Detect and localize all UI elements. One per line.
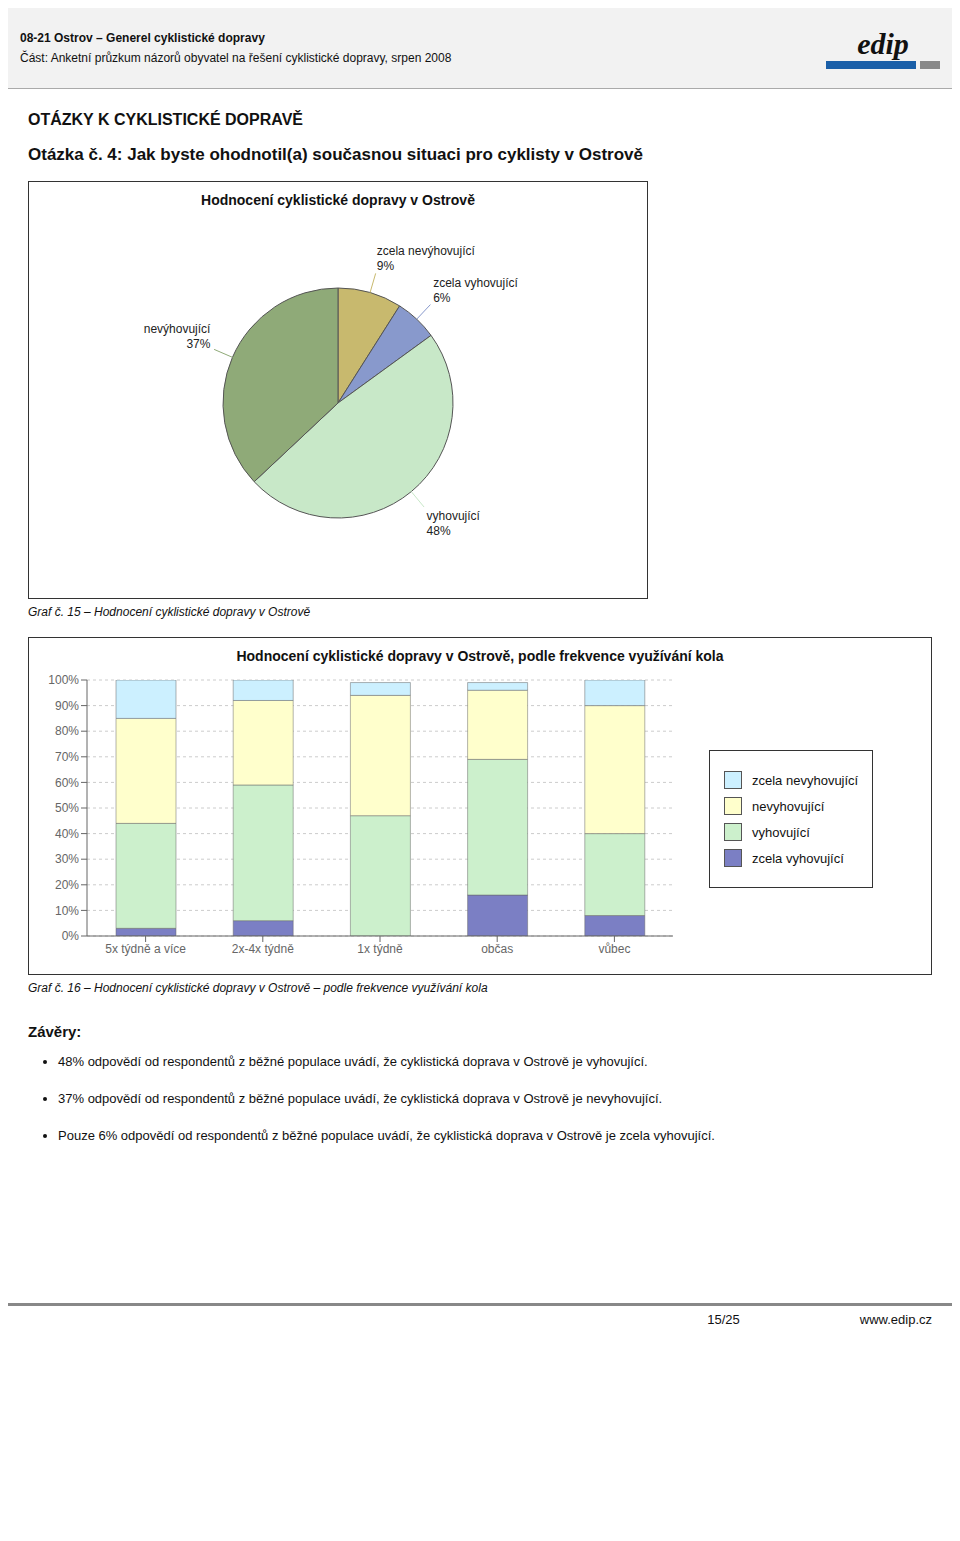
svg-text:70%: 70% <box>55 750 79 764</box>
svg-text:30%: 30% <box>55 852 79 866</box>
svg-text:60%: 60% <box>55 776 79 790</box>
html-text:nevyhovující: nevyhovující <box>752 798 825 814</box>
html-text:Graf č. 15 – Hodnocení cyklist: Graf č. 15 – Hodnocení cyklistické dopra… <box>28 605 311 619</box>
svg-text:vůbec: vůbec <box>598 942 630 956</box>
html-text:Hodnocení cyklistické dopravy: Hodnocení cyklistické dopravy v Ostrově <box>201 192 475 208</box>
html-text:Otázka č. 4: Jak byste ohodnot: Otázka č. 4: Jak byste ohodnotil(a) souč… <box>28 145 643 164</box>
html-text:zcela vyhovující: zcela vyhovující <box>752 850 844 866</box>
svg-text:90%: 90% <box>55 699 79 713</box>
svg-text:nevýhovující37%: nevýhovující37% <box>144 322 211 351</box>
svg-text:vyhovující48%: vyhovující48% <box>427 509 481 538</box>
svg-text:80%: 80% <box>55 724 79 738</box>
svg-text:100%: 100% <box>48 673 79 687</box>
html-text:www.edip.cz: www.edip.cz <box>859 1312 932 1327</box>
html-text:08-21 Ostrov – Generel cyklist: 08-21 Ostrov – Generel cyklistické dopra… <box>20 31 265 45</box>
svg-text:5x týdně a více: 5x týdně a více <box>105 942 186 956</box>
html-text:37% odpovědí od respondentů z: 37% odpovědí od respondentů z běžné popu… <box>58 1091 663 1106</box>
html-text:Pouze 6% odpovědí od responden: Pouze 6% odpovědí od respondentů z běžné… <box>58 1128 715 1143</box>
html-text:zcela nevyhovující: zcela nevyhovující <box>752 772 859 788</box>
svg-text:20%: 20% <box>55 878 79 892</box>
html-text:Graf č. 16 – Hodnocení cyklist: Graf č. 16 – Hodnocení cyklistické dopra… <box>28 981 488 995</box>
html-text:vyhovující: vyhovující <box>752 824 810 840</box>
svg-text:0%: 0% <box>62 929 80 943</box>
html-text:15/25: 15/25 <box>707 1312 740 1327</box>
svg-text:10%: 10% <box>55 904 79 918</box>
svg-text:zcela nevýhovující9%: zcela nevýhovující9% <box>377 244 476 273</box>
svg-text:1x týdně: 1x týdně <box>357 942 403 956</box>
svg-text:50%: 50% <box>55 801 79 815</box>
svg-text:občas: občas <box>481 942 513 956</box>
html-text:edip: edip <box>857 27 909 60</box>
svg-text:40%: 40% <box>55 827 79 841</box>
svg-text:zcela vyhovující6%: zcela vyhovující6% <box>433 276 518 305</box>
html-text:Hodnocení cyklistické dopravy: Hodnocení cyklistické dopravy v Ostrově,… <box>236 648 724 664</box>
html-text:OTÁZKY K CYKLISTICKÉ DOPRAVĚ: OTÁZKY K CYKLISTICKÉ DOPRAVĚ <box>28 111 303 128</box>
html-text:Závěry:: Závěry: <box>28 1023 82 1040</box>
html-text:48% odpovědí od respondentů z: 48% odpovědí od respondentů z běžné popu… <box>58 1054 648 1069</box>
svg-text:2x-4x týdně: 2x-4x týdně <box>232 942 294 956</box>
html-text:Část: Anketní průzkum názorů o: Část: Anketní průzkum názorů obyvatel na… <box>20 51 452 65</box>
